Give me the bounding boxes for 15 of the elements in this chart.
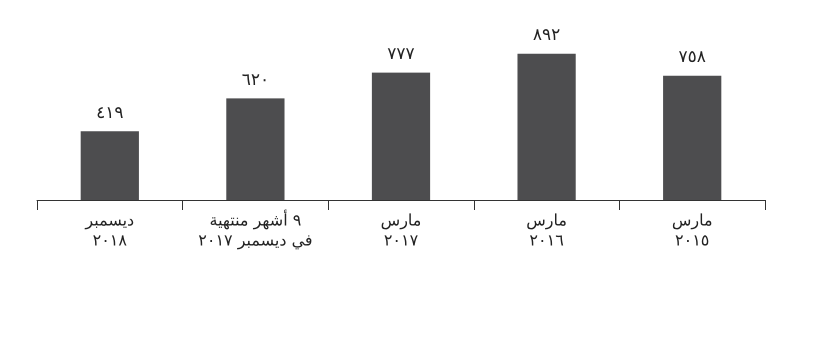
x-tick-label: ٩ أشهر منتهية في ديسمبر ٢٠١٧: [198, 210, 313, 250]
x-tick-label: مارس ٢٠١٦: [526, 210, 567, 250]
data-label: ٦٢٠: [242, 70, 270, 90]
bar: [663, 76, 722, 200]
bar: [372, 72, 430, 200]
x-tick-label: مارس ٢٠١٥: [672, 210, 713, 250]
data-label: ٨٩٢: [532, 25, 560, 46]
x-tick-label: مارس ٢٠١٧: [380, 210, 422, 250]
data-label: ٧٧٧: [387, 44, 415, 64]
bar: [226, 98, 285, 200]
bar: [517, 54, 576, 200]
x-tick-label: ديسمبر ٢٠١٨: [84, 210, 134, 250]
data-label: ٤١٩: [96, 102, 124, 123]
bar: [80, 131, 139, 200]
data-label: ٧٥٨: [678, 47, 706, 68]
